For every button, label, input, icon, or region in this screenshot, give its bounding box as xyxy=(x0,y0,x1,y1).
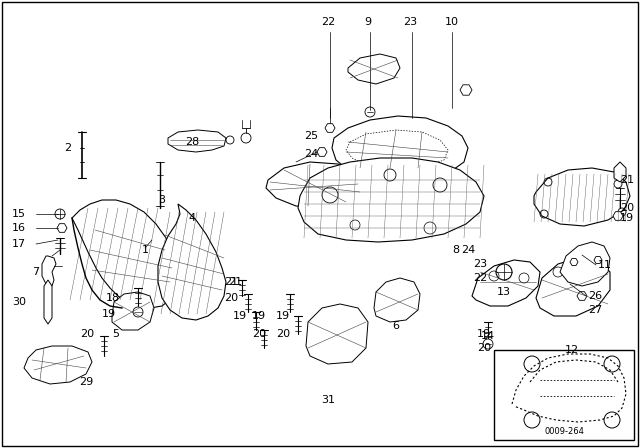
Text: 24: 24 xyxy=(304,149,318,159)
Polygon shape xyxy=(298,158,484,242)
Text: 18: 18 xyxy=(106,293,120,303)
Text: 19: 19 xyxy=(102,309,116,319)
Text: 19: 19 xyxy=(477,329,491,339)
Text: 12: 12 xyxy=(565,345,579,355)
Text: 25: 25 xyxy=(304,131,318,141)
Text: 31: 31 xyxy=(321,395,335,405)
Text: 24: 24 xyxy=(461,245,475,255)
Text: 20: 20 xyxy=(276,329,290,339)
Text: 20: 20 xyxy=(252,329,266,339)
Text: 9: 9 xyxy=(364,17,372,27)
Polygon shape xyxy=(306,304,368,364)
Text: 15: 15 xyxy=(12,209,26,219)
Text: 17: 17 xyxy=(12,239,26,249)
Text: 14: 14 xyxy=(481,331,495,341)
Text: 7: 7 xyxy=(33,267,40,277)
Polygon shape xyxy=(577,292,587,300)
Polygon shape xyxy=(266,162,364,208)
Polygon shape xyxy=(534,168,630,226)
Polygon shape xyxy=(348,54,400,84)
Polygon shape xyxy=(158,204,226,320)
Text: 6: 6 xyxy=(392,321,399,331)
Text: 3: 3 xyxy=(159,195,166,205)
Text: 0009-264: 0009-264 xyxy=(544,427,584,436)
Text: 10: 10 xyxy=(445,17,459,27)
Text: 16: 16 xyxy=(12,223,26,233)
Polygon shape xyxy=(325,124,335,132)
Text: 30: 30 xyxy=(12,297,26,307)
Polygon shape xyxy=(168,130,226,152)
Text: 13: 13 xyxy=(497,287,511,297)
Text: 28: 28 xyxy=(185,137,199,147)
Text: 20: 20 xyxy=(620,203,634,213)
Text: 29: 29 xyxy=(79,377,93,387)
Polygon shape xyxy=(594,257,602,263)
Polygon shape xyxy=(332,116,468,180)
Text: 23: 23 xyxy=(473,259,487,269)
Text: 21: 21 xyxy=(228,277,242,287)
Polygon shape xyxy=(42,256,56,286)
Text: 19: 19 xyxy=(252,311,266,321)
Polygon shape xyxy=(72,200,178,308)
Polygon shape xyxy=(112,292,154,330)
Text: 4: 4 xyxy=(188,213,196,223)
Text: 22: 22 xyxy=(473,273,487,283)
Polygon shape xyxy=(472,260,540,306)
Text: 21: 21 xyxy=(620,175,634,185)
Polygon shape xyxy=(560,242,610,286)
Text: 2: 2 xyxy=(65,143,72,153)
Text: 21: 21 xyxy=(224,277,238,287)
Text: 5: 5 xyxy=(113,329,120,339)
Polygon shape xyxy=(536,258,610,316)
Text: 19: 19 xyxy=(620,213,634,223)
Text: 26: 26 xyxy=(588,291,602,301)
Polygon shape xyxy=(570,258,578,266)
Polygon shape xyxy=(317,148,327,156)
Text: 27: 27 xyxy=(588,305,602,315)
Text: 19: 19 xyxy=(276,311,290,321)
Polygon shape xyxy=(44,280,52,324)
Text: 1: 1 xyxy=(141,245,148,255)
Polygon shape xyxy=(614,162,626,182)
Polygon shape xyxy=(613,211,623,220)
Polygon shape xyxy=(57,224,67,233)
Text: 8: 8 xyxy=(452,245,460,255)
Text: 20: 20 xyxy=(80,329,94,339)
Text: 11: 11 xyxy=(598,260,612,270)
Text: 20: 20 xyxy=(224,293,238,303)
Text: 22: 22 xyxy=(321,17,335,27)
Text: 23: 23 xyxy=(403,17,417,27)
Polygon shape xyxy=(460,85,472,95)
Text: 19: 19 xyxy=(233,311,247,321)
Polygon shape xyxy=(24,346,92,384)
Text: 20: 20 xyxy=(477,343,491,353)
Polygon shape xyxy=(374,278,420,322)
